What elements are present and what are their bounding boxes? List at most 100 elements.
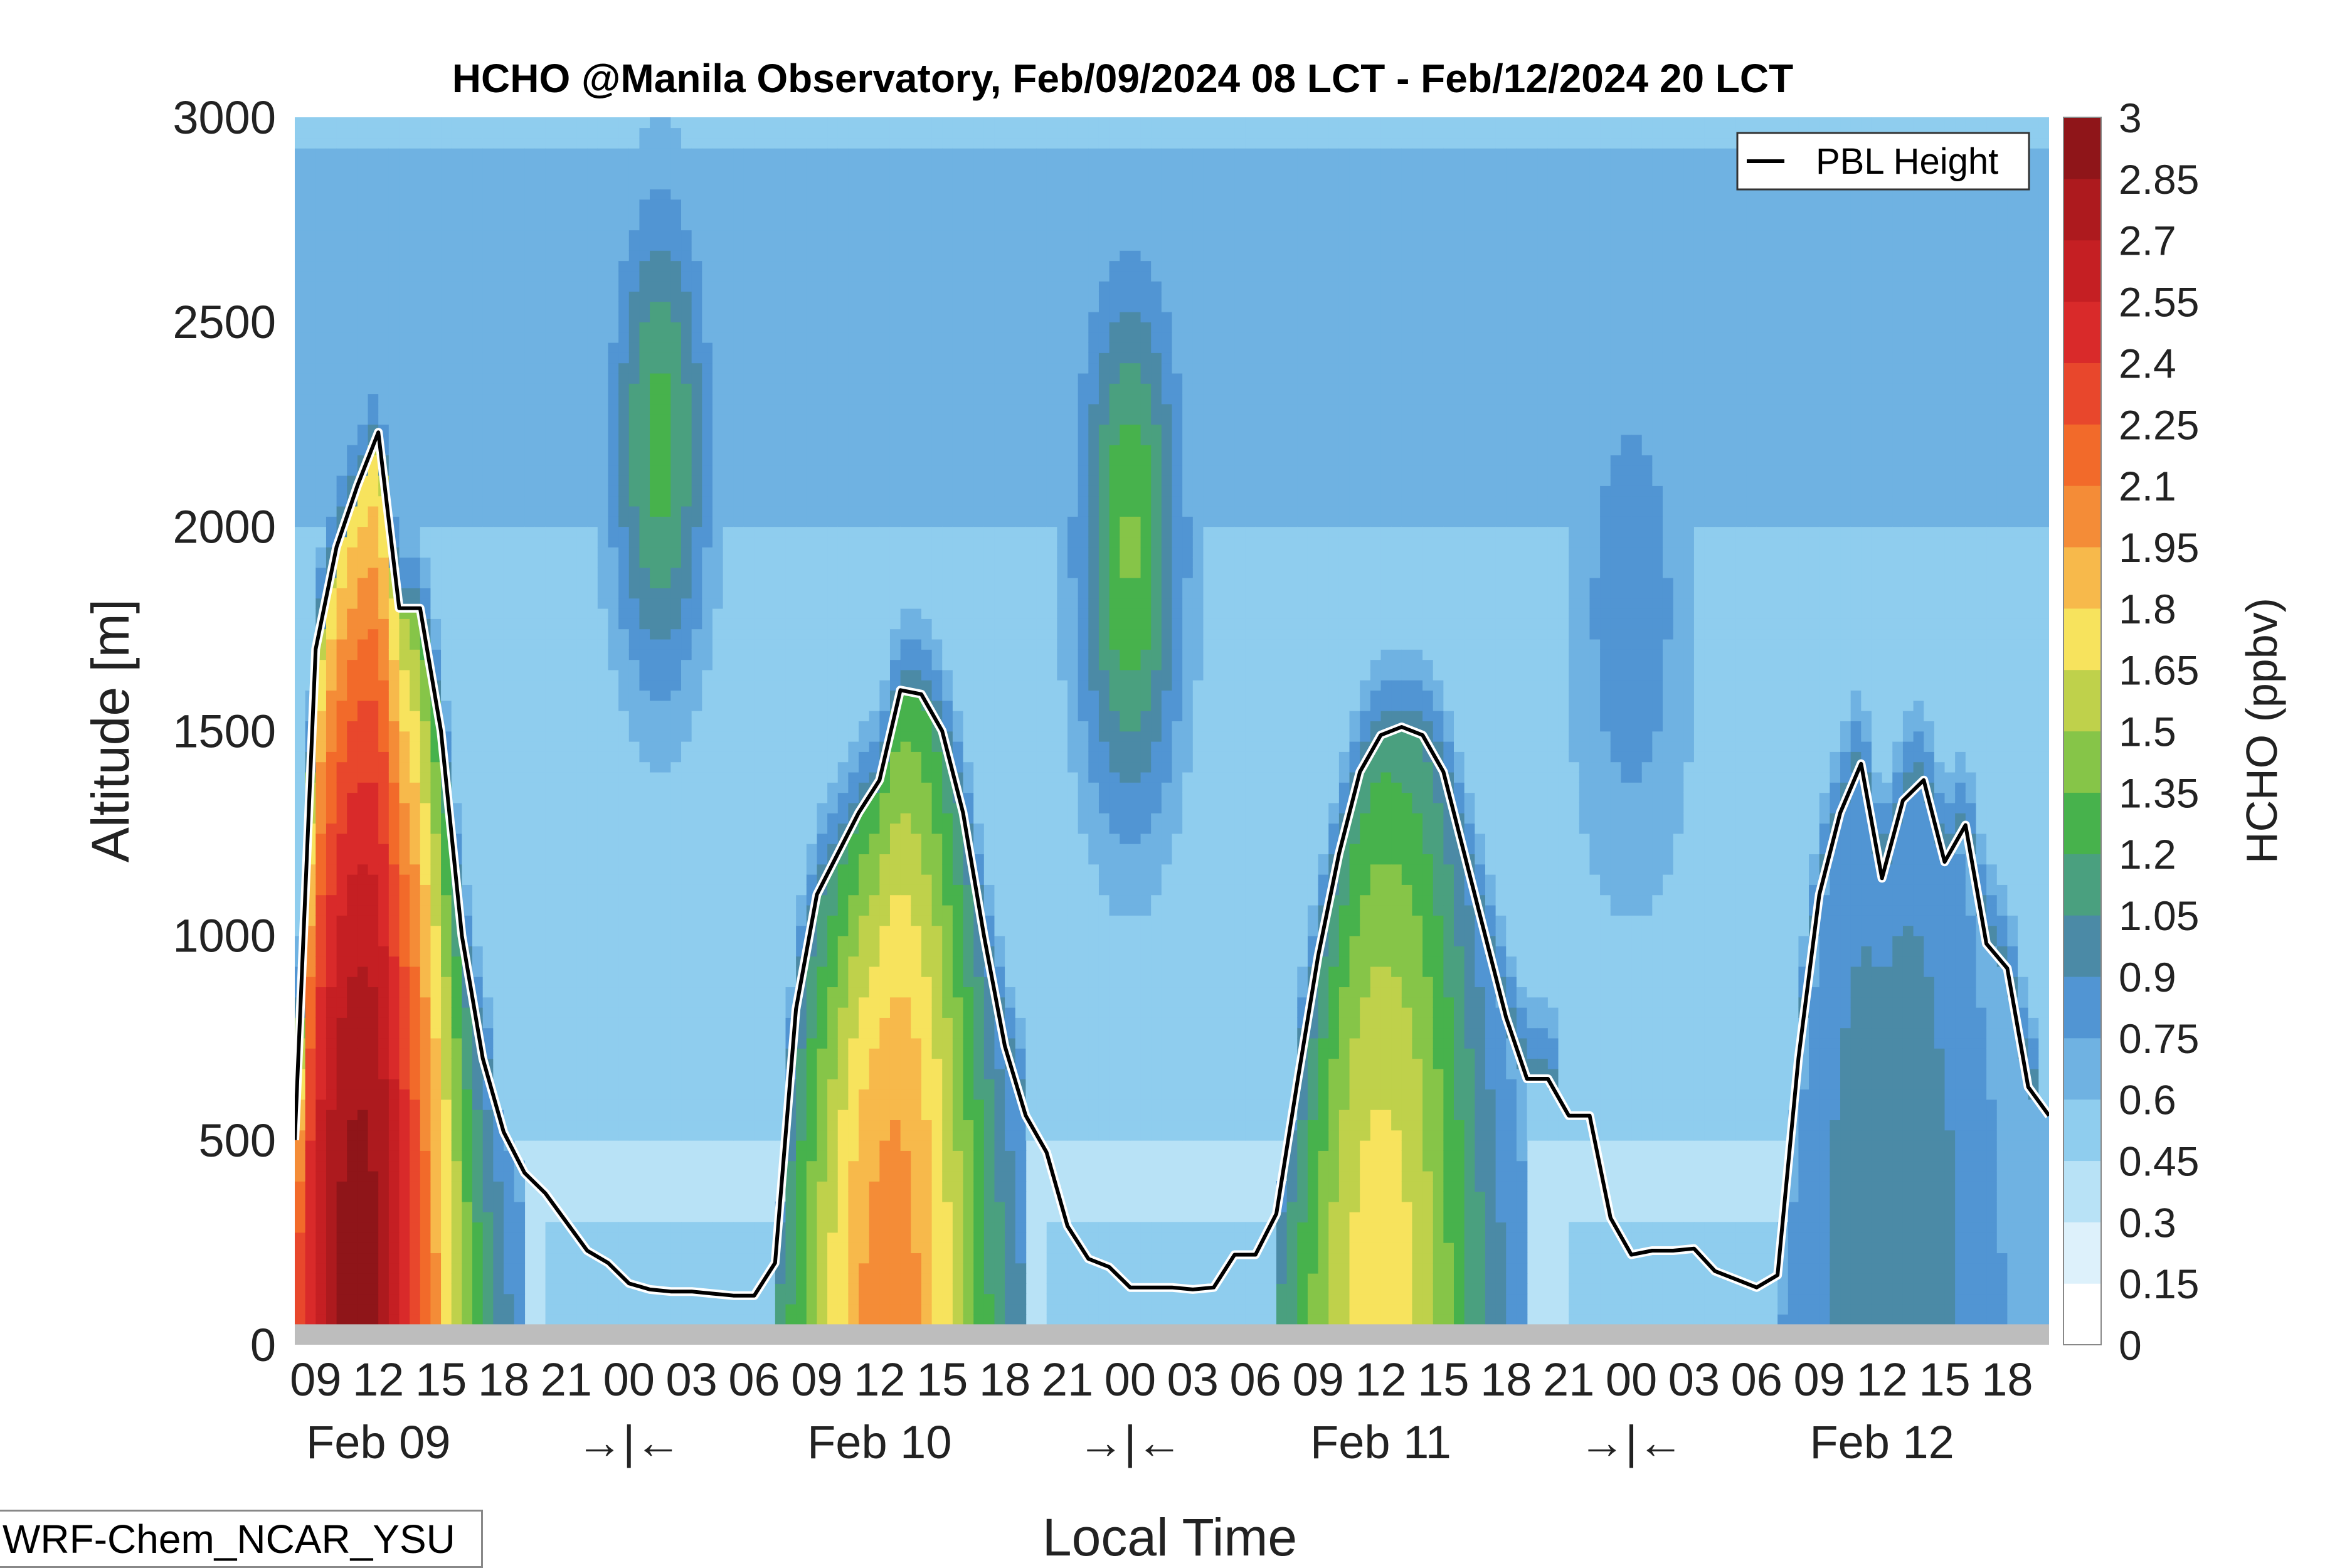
hcho-cell <box>639 935 650 946</box>
hcho-cell <box>660 1099 672 1110</box>
hcho-cell <box>410 536 421 548</box>
hcho-cell <box>451 1048 463 1059</box>
hcho-cell <box>462 506 473 517</box>
hcho-cell <box>368 854 379 865</box>
hcho-cell <box>347 363 358 374</box>
hcho-cell <box>430 270 442 282</box>
hcho-cell <box>670 557 682 568</box>
hcho-cell <box>743 1130 755 1141</box>
hcho-cell <box>295 199 306 210</box>
hcho-cell <box>493 444 504 455</box>
hcho-cell <box>430 904 442 916</box>
hcho-cell <box>368 649 379 660</box>
hcho-cell <box>378 158 389 169</box>
hcho-cell <box>315 1201 327 1212</box>
hcho-cell <box>650 925 661 936</box>
hcho-cell <box>639 332 650 343</box>
hcho-cell <box>493 751 504 763</box>
hcho-cell <box>430 761 442 773</box>
hcho-cell <box>388 1109 400 1121</box>
hcho-cell <box>482 782 494 793</box>
hcho-cell <box>378 598 389 609</box>
hcho-cell <box>410 1232 421 1243</box>
hcho-cell <box>650 1130 661 1141</box>
hcho-cell <box>618 925 630 936</box>
hcho-cell <box>556 465 567 476</box>
hcho-cell <box>326 874 337 885</box>
hcho-cell <box>608 546 619 558</box>
hcho-cell <box>305 250 317 262</box>
hcho-cell <box>712 495 724 507</box>
hcho-cell <box>691 322 703 333</box>
hcho-cell <box>388 250 400 262</box>
hcho-cell <box>723 1109 734 1121</box>
hcho-cell <box>462 322 473 333</box>
hcho-cell <box>451 526 463 538</box>
hcho-cell <box>534 1089 546 1100</box>
hcho-cell <box>545 864 557 875</box>
hcho-cell <box>326 413 337 425</box>
hcho-cell <box>482 495 494 507</box>
hcho-cell <box>608 311 619 322</box>
hcho-cell <box>399 240 410 251</box>
hcho-cell <box>587 373 598 384</box>
hcho-cell <box>524 383 536 395</box>
hcho-cell <box>493 854 504 865</box>
hcho-cell <box>608 301 619 312</box>
hcho-cell <box>315 1037 327 1049</box>
hcho-cell <box>691 812 703 824</box>
hcho-cell <box>336 1068 348 1079</box>
hcho-cell <box>357 1181 369 1192</box>
hcho-cell <box>608 1222 619 1233</box>
hcho-cell <box>503 1037 515 1049</box>
hcho-cell <box>410 383 421 395</box>
hcho-cell <box>681 444 692 455</box>
hcho-cell <box>514 1303 526 1315</box>
hcho-cell <box>441 1191 452 1202</box>
hcho-cell <box>336 127 348 139</box>
hcho-cell <box>660 383 672 395</box>
hcho-cell <box>545 280 557 292</box>
hcho-cell <box>597 1068 609 1079</box>
hcho-cell <box>608 270 619 282</box>
hcho-cell <box>315 1303 327 1315</box>
hcho-cell <box>493 1293 504 1305</box>
hcho-cell <box>295 1222 306 1233</box>
hcho-cell <box>723 178 734 189</box>
hcho-cell <box>681 137 692 149</box>
hcho-cell <box>628 669 640 681</box>
hcho-cell <box>326 1058 337 1069</box>
hcho-cell <box>357 1314 369 1325</box>
hcho-cell <box>315 1170 327 1182</box>
hcho-cell <box>712 516 724 527</box>
hcho-cell <box>315 434 327 445</box>
hcho-cell <box>597 721 609 732</box>
hcho-cell <box>305 1263 317 1274</box>
hcho-cell <box>691 413 703 425</box>
hcho-cell <box>639 628 650 640</box>
hcho-cell <box>576 250 588 262</box>
hcho-cell <box>451 424 463 435</box>
hcho-cell <box>608 700 619 711</box>
hcho-cell <box>650 220 661 231</box>
hcho-cell <box>650 1242 661 1254</box>
hcho-cell <box>712 987 724 998</box>
hcho-cell <box>493 966 504 977</box>
hcho-cell <box>712 250 724 262</box>
hcho-cell <box>441 322 452 333</box>
hcho-cell <box>618 628 630 640</box>
hcho-cell <box>514 1181 526 1192</box>
hcho-cell <box>608 1068 619 1079</box>
hcho-cell <box>336 413 348 425</box>
hcho-cell <box>618 884 630 896</box>
hcho-cell <box>295 1191 306 1202</box>
hcho-cell <box>597 679 609 691</box>
hcho-cell <box>733 690 744 701</box>
hcho-cell <box>336 843 348 854</box>
hcho-cell <box>347 311 358 322</box>
hcho-cell <box>315 189 327 200</box>
hcho-cell <box>347 1037 358 1049</box>
hcho-cell <box>545 1293 557 1305</box>
hcho-cell <box>670 311 682 322</box>
hcho-cell <box>482 792 494 803</box>
